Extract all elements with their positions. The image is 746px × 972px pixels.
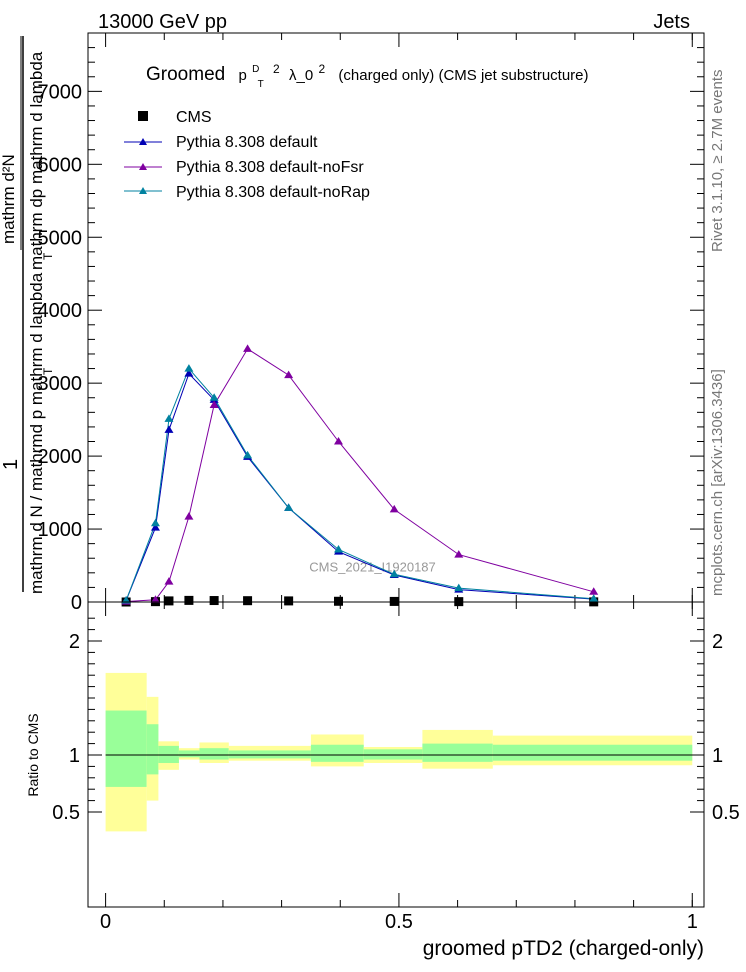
title-prefix: Groomed (146, 64, 225, 85)
ylabel-numerator-mid: mathrm dp mathrm d lambda (27, 51, 46, 270)
title-suffix: (charged only) (CMS jet substructure) (338, 67, 588, 84)
ratio-inner-band (492, 744, 693, 761)
ratio-y-tick-label-right: 2 (712, 631, 723, 653)
cms-data-point (209, 596, 219, 606)
main-plot-panel: CMS_2021_I1920187 0 1000 2000 3000 4000 5000 6… (38, 32, 705, 614)
main-y-tick-label: 2000 (38, 446, 83, 468)
series-point-default (164, 425, 174, 433)
ratio-axis-ticks (88, 602, 704, 907)
ratio-y-tick-label-right: 1 (712, 745, 723, 767)
cms-data-point (389, 596, 399, 606)
series-point-noFsr (184, 512, 194, 520)
series-point-noFsr (150, 595, 160, 603)
legend: CMS Pythia 8.308 default Pythia 8.308 de… (124, 109, 370, 201)
series-point-noRap (284, 503, 294, 511)
ylabel-one: 1 (0, 459, 22, 470)
ratio-inner-band (310, 744, 364, 762)
ylabel-denominator: mathrm d N / mathrmd p mathrm d lambda (27, 272, 46, 594)
main-y-tick-label: 0 (71, 592, 82, 614)
header-process-label: Jets (653, 11, 690, 33)
series-point-noFsr (334, 437, 344, 445)
plot-title: Groomed p D T 2 λ_0 2 (charged only) (CM… (146, 56, 589, 92)
title-sub-t: T (258, 79, 264, 90)
series-point-noRap (589, 594, 599, 602)
main-y-tick-label: 7000 (38, 81, 83, 103)
header-collision-label: 13000 GeV pp (98, 11, 227, 33)
legend-marker-default (139, 138, 147, 145)
main-y-tick-label: 4000 (38, 300, 83, 322)
series-point-noRap (209, 393, 219, 401)
ratio-y-tick-label-right: 0.5 (712, 802, 740, 824)
cms-data-point (334, 596, 344, 606)
series-point-noRap (164, 414, 174, 422)
ylabel-numerator: mathrm d²N (0, 154, 18, 244)
ratio-inner-band (422, 743, 493, 762)
ratio-bands (105, 672, 693, 832)
legend-label-default: Pythia 8.308 default (176, 134, 318, 151)
ratio-y-tick-label: 2 (69, 631, 80, 653)
main-y-tick-label: 6000 (38, 154, 83, 176)
title-square-2: 2 (318, 62, 325, 76)
title-square-1: 2 (273, 62, 280, 76)
ratio-plot-panel: 0.5 0.51 12 2 0 0.5 1 (52, 601, 740, 933)
ylabel-denominator-sub: T (41, 367, 55, 375)
series-point-noRap (454, 583, 464, 592)
main-y-axis-label: 1 mathrm d N / mathrmd p mathrm d lambda… (0, 36, 55, 594)
ratio-y-tick-label: 1 (69, 745, 80, 767)
series-point-noFsr (164, 577, 174, 585)
x-tick-label: 1 (687, 911, 698, 933)
main-axis-ticks (88, 33, 704, 603)
ratio-inner-band (199, 748, 229, 760)
cms-data-point (184, 595, 194, 605)
ratio-inner-band (158, 745, 179, 763)
main-y-tick-label: 1000 (38, 519, 83, 541)
series-point-default (184, 369, 194, 377)
main-y-tick-labels: 0 1000 2000 3000 4000 5000 6000 7000 (38, 81, 83, 614)
cms-data-point (243, 596, 253, 606)
ratio-y-tick-labels: 0.5 0.5 1 1 2 2 (52, 631, 740, 824)
title-sup-d: D (252, 64, 259, 75)
series-point-default (150, 523, 160, 531)
series-point-noFsr (284, 370, 294, 379)
series-point-noFsr (243, 344, 253, 352)
cms-data-point (284, 596, 294, 606)
ratio-inner-band (146, 724, 159, 775)
mcplots-label: mcplots.cern.ch [arXiv:1306.3436] (709, 369, 726, 596)
x-axis-label: groomed pTD2 (charged-only) (423, 937, 704, 960)
legend-marker-cms (138, 111, 148, 121)
legend-marker-norap (139, 187, 147, 194)
ratio-inner-band (363, 749, 423, 760)
ylabel-numerator-sub: T (41, 252, 55, 260)
rivet-version-label: Rivet 3.1.10, ≥ 2.7M events (709, 70, 726, 253)
ratio-inner-band (178, 750, 200, 758)
ratio-y-tick-label: 0.5 (52, 802, 80, 824)
series-point-noRap (184, 364, 194, 372)
main-y-tick-label: 3000 (38, 373, 83, 395)
series-point-noRap (389, 569, 399, 578)
title-p: p (238, 67, 246, 84)
x-tick-label: 0.5 (385, 911, 413, 933)
series-point-noRap (243, 450, 253, 459)
title-lambda: λ_0 (289, 67, 313, 84)
x-tick-label: 0 (100, 911, 111, 933)
series-point-noFsr (389, 504, 399, 513)
series-point-noFsr (589, 587, 599, 595)
series-point-noFsr (209, 400, 219, 409)
x-tick-labels: 0 0.5 1 (100, 911, 698, 933)
series-point-noFsr (454, 550, 464, 558)
series-point-noRap (150, 518, 160, 527)
ratio-inner-band (105, 710, 147, 787)
legend-label-nofsr: Pythia 8.308 default-noFsr (176, 159, 364, 176)
analysis-watermark: CMS_2021_I1920187 (309, 559, 436, 574)
main-y-tick-label: 5000 (38, 227, 83, 249)
legend-label-norap: Pythia 8.308 default-noRap (176, 184, 370, 201)
cms-data-point (164, 596, 174, 606)
legend-label-cms: CMS (176, 109, 212, 126)
ratio-y-axis-label: Ratio to CMS (25, 713, 41, 796)
legend-marker-nofsr (139, 163, 147, 170)
series-point-noRap (334, 544, 344, 553)
ratio-inner-band (228, 750, 311, 759)
